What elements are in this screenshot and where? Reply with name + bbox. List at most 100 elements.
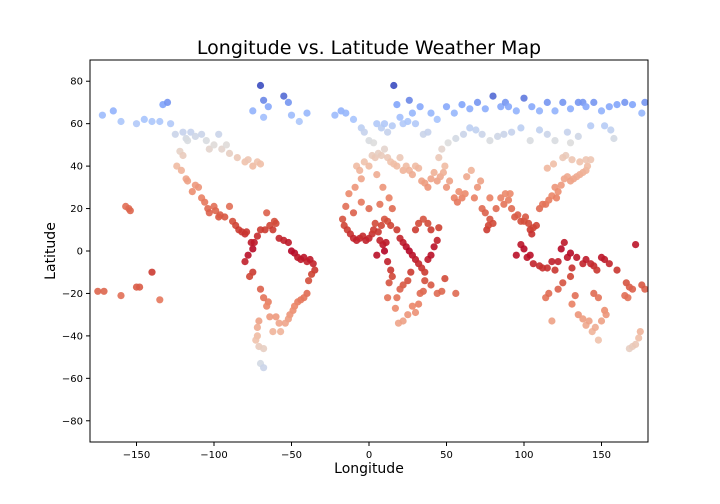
data-point [117,292,125,300]
data-point [357,175,365,183]
data-point [205,145,213,153]
data-point [140,115,148,123]
data-point [399,317,407,325]
y-tick-label: 20 [70,204,83,215]
data-point [179,151,187,160]
data-point [582,255,590,264]
data-point [424,183,432,191]
data-point [552,194,561,202]
data-point [253,232,261,240]
data-point [373,120,381,128]
data-point [188,188,196,196]
data-point [433,236,441,244]
data-point [269,226,277,234]
data-point [205,209,213,217]
y-axis-ticks: −80 −60 −40 −20 0 20 40 60 80 [62,77,90,427]
data-point [453,198,461,206]
data-point [528,230,536,238]
data-point [543,98,551,106]
data-point [390,81,398,90]
y-tick-label: 0 [77,247,83,258]
data-point [263,302,271,310]
data-point [548,317,556,325]
data-point [535,107,544,115]
chart-title: Longitude vs. Latitude Weather Map [197,37,541,59]
data-point [526,251,534,259]
data-point [132,120,141,128]
data-point [365,162,373,170]
data-point [466,105,474,113]
data-point [554,188,562,196]
data-point [255,317,263,325]
data-point [179,128,187,136]
data-point [264,103,272,111]
data-point [260,113,268,121]
data-point [256,81,265,90]
data-point [442,103,451,111]
data-point [621,98,629,106]
data-point [568,300,576,308]
data-point [632,241,640,249]
data-point [388,122,396,130]
data-point [360,128,368,136]
data-point [427,175,435,183]
data-point [506,190,514,198]
data-point [461,190,469,198]
data-point [455,188,463,196]
data-point [371,219,379,227]
data-point [520,245,528,253]
data-point [590,98,598,106]
data-point [521,213,530,221]
data-point [416,103,424,111]
data-point [384,258,392,266]
data-point [551,137,559,145]
data-point [261,226,269,234]
data-point [388,272,396,281]
data-point [411,226,420,234]
x-tick-label: 0 [366,450,372,461]
data-point [377,151,385,160]
data-point [396,113,404,121]
data-point [566,105,575,113]
data-point [308,270,316,278]
data-point [246,272,254,281]
data-point [458,101,466,109]
data-point [481,105,489,113]
data-point [404,117,412,126]
data-point [517,124,525,132]
data-point [376,200,384,208]
data-point [281,319,289,327]
data-point [582,103,590,111]
data-point [427,226,435,234]
data-point [508,205,516,213]
data-point [404,311,412,319]
data-points [94,81,649,372]
data-point [543,130,551,138]
data-point [591,323,599,331]
data-point [342,109,350,117]
data-point [380,120,389,128]
data-point [382,238,390,247]
data-point [184,177,192,185]
data-point [551,266,559,274]
data-point [494,132,502,140]
data-point [136,283,144,291]
data-point [439,168,447,177]
data-point [387,221,395,230]
data-point [613,266,621,274]
data-point [504,196,513,204]
data-point [597,107,606,115]
data-point [605,260,613,268]
data-point [427,109,435,117]
data-point [263,209,271,217]
data-point [202,137,210,145]
data-point [384,294,392,302]
data-point [404,277,412,285]
data-point [284,238,292,247]
data-point [407,268,415,276]
data-point [393,294,401,302]
x-tick-label: −100 [200,450,227,461]
data-point [408,171,416,179]
